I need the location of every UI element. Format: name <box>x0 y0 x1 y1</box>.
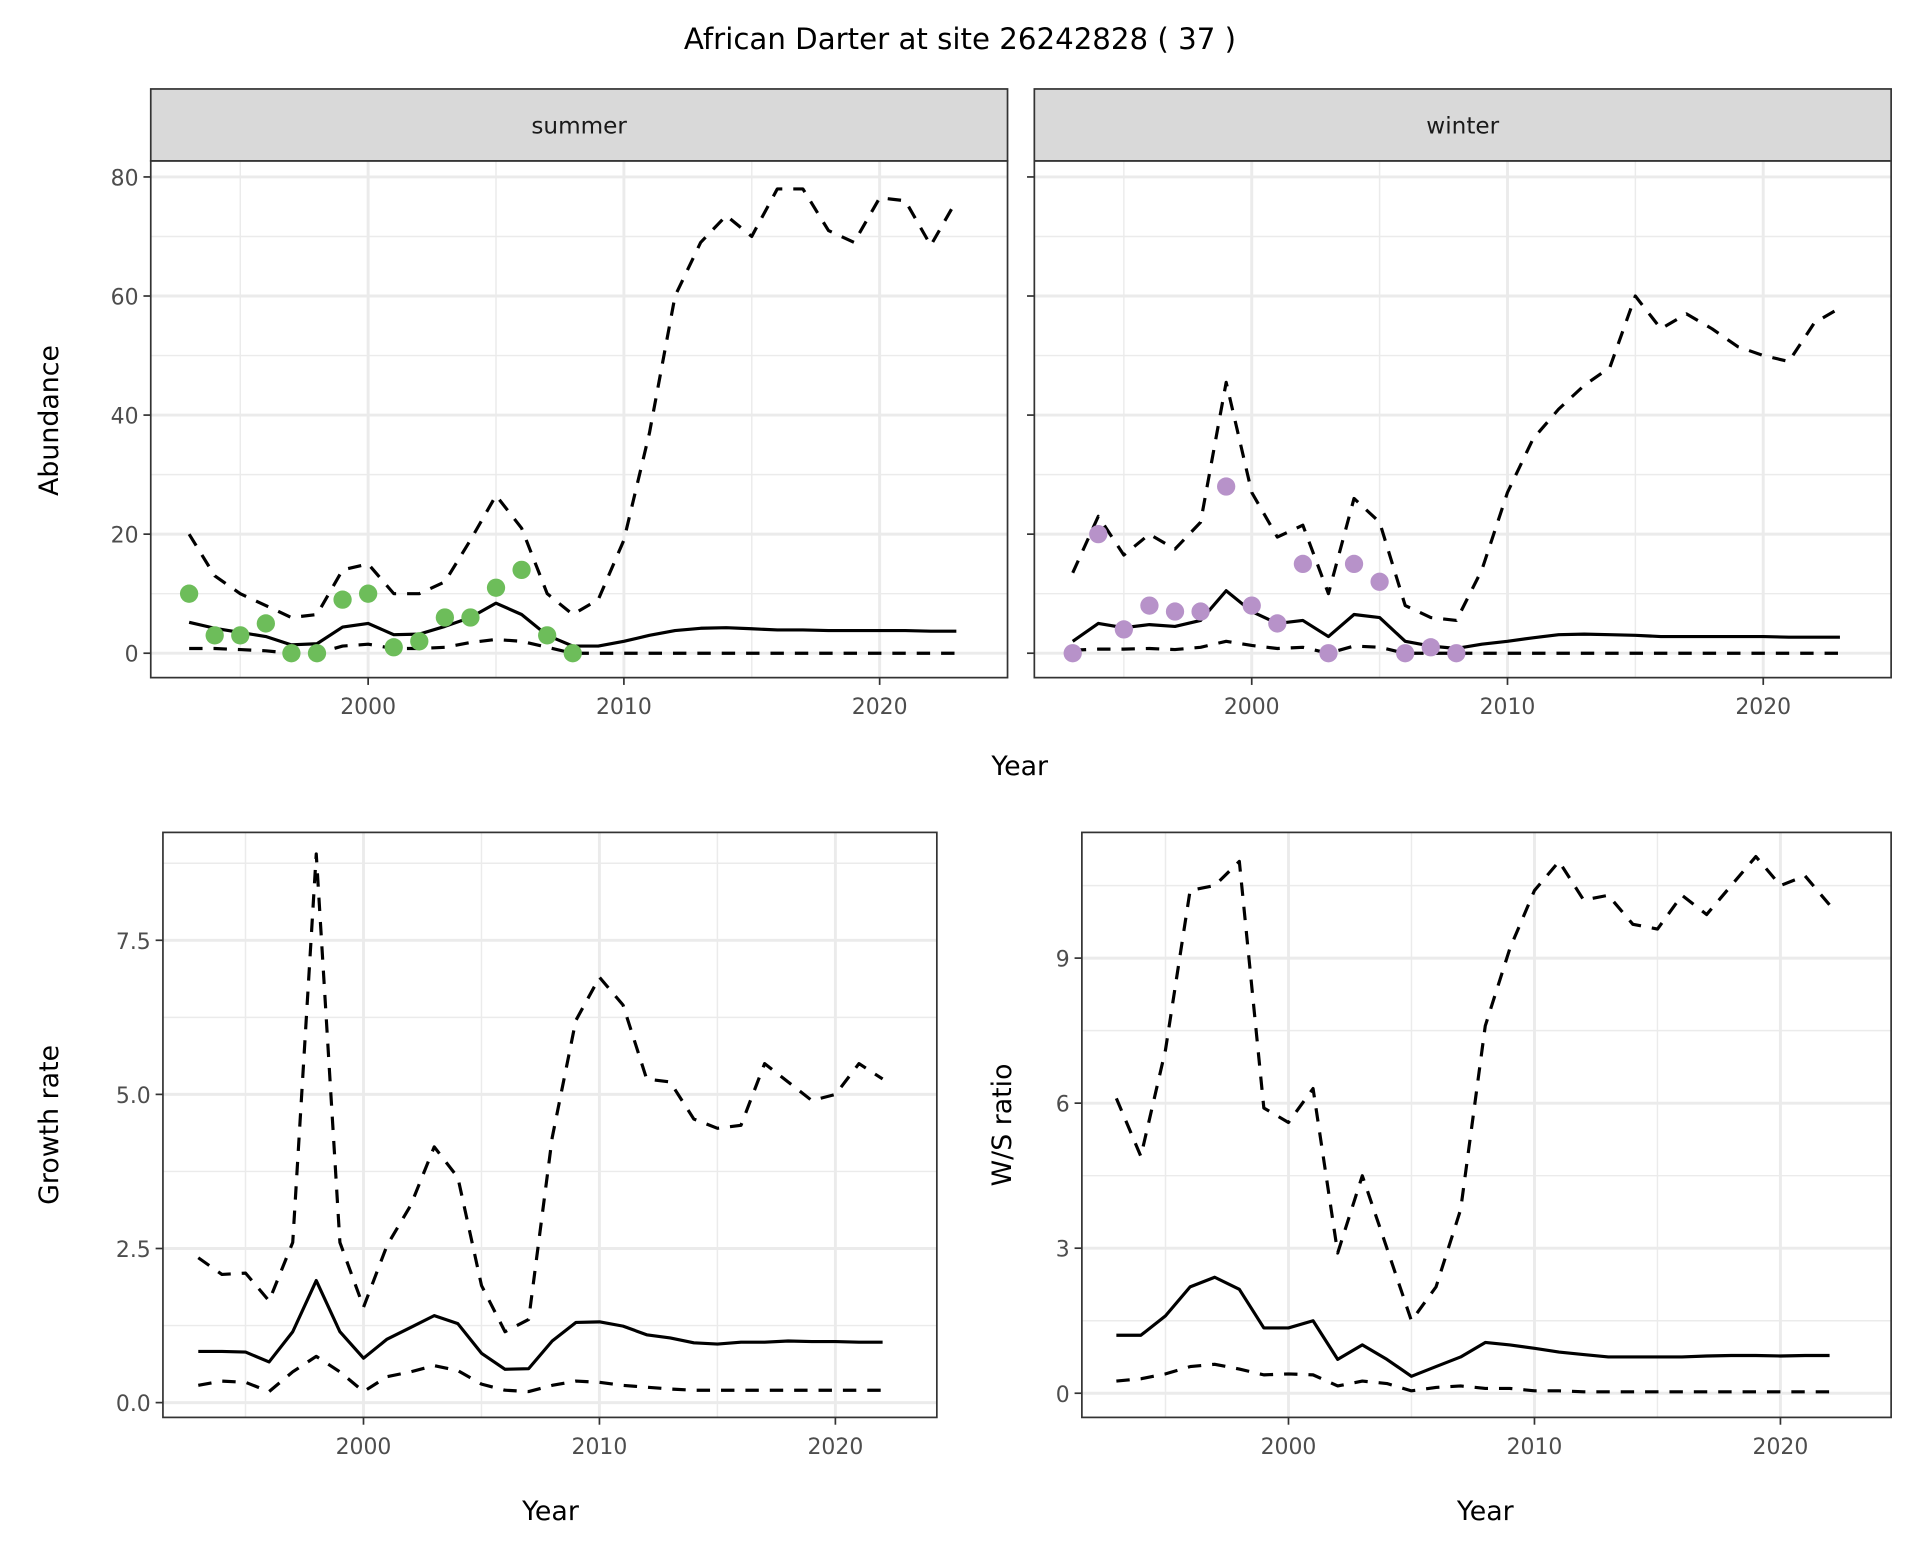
x-tick-label: 2010 <box>1480 695 1536 720</box>
observed-point <box>359 584 378 603</box>
observed-point <box>384 638 403 657</box>
x-axis-label: Year <box>521 1496 580 1527</box>
y-tick-label: 6 <box>1056 1093 1070 1118</box>
x-tick-label: 2020 <box>1735 695 1791 720</box>
upper-bound-line <box>187 187 958 620</box>
y-tick-label: 3 <box>1056 1238 1070 1263</box>
observed-point <box>333 590 352 609</box>
x-tick-label: 2000 <box>336 1435 392 1460</box>
x-tick-label: 2000 <box>1224 695 1280 720</box>
panel-background <box>1034 160 1892 678</box>
y-axis-label: Growth rate <box>34 1045 65 1205</box>
observed-point <box>307 644 327 663</box>
facet-strip <box>149 88 1009 162</box>
observed-point <box>1447 644 1466 663</box>
y-tick-label: 0.0 <box>116 1392 151 1417</box>
observed-point <box>1242 596 1261 615</box>
y-axis-label: W/S ratio <box>987 1063 1018 1186</box>
facet-strip <box>1033 88 1892 162</box>
panel-border <box>162 831 938 1419</box>
panel-border <box>1081 831 1892 1419</box>
observed-point <box>435 608 455 627</box>
facet-strip-label: winter <box>1426 113 1499 139</box>
observed-point <box>1396 644 1415 663</box>
y-tick-label: 80 <box>111 166 139 191</box>
observed-point <box>1140 596 1159 615</box>
x-tick-label: 2020 <box>807 1435 863 1460</box>
panel-winter: winter 2000 2010 2020 <box>1027 88 1892 720</box>
observed-point <box>410 632 429 651</box>
upper-bound-line <box>1114 854 1831 1323</box>
observed-point <box>179 584 199 603</box>
observed-point <box>486 578 506 597</box>
y-tick-label: 0 <box>125 643 139 668</box>
lower-bound-line <box>197 1354 883 1394</box>
x-tick-label: 2000 <box>1261 1435 1317 1460</box>
top-x-axis-label: Year <box>990 751 1049 782</box>
x-tick-label: 2020 <box>852 695 908 720</box>
upper-bound-line <box>197 852 884 1334</box>
chart-title: African Darter at site 26242828 ( 37 ) <box>684 22 1236 56</box>
observed-point <box>205 626 224 645</box>
observed-point <box>1114 620 1133 639</box>
observed-point <box>1268 614 1287 633</box>
observed-point <box>1217 477 1236 496</box>
observed-point <box>231 626 250 645</box>
observed-point <box>1191 602 1210 621</box>
x-tick-label: 2020 <box>1753 1435 1809 1460</box>
y-tick-label: 7.5 <box>116 930 151 955</box>
x-tick-label: 2010 <box>1507 1435 1563 1460</box>
panel-background <box>150 160 1008 678</box>
panel-growth: 2000 2010 2020 0.0 2.5 5.0 7.5 Growth rate Year <box>34 831 938 1527</box>
panel-background <box>162 832 937 1418</box>
y-tick-label: 2.5 <box>116 1238 151 1263</box>
observed-point <box>1344 554 1364 574</box>
observed-point <box>1089 525 1108 544</box>
observed-point <box>1165 602 1185 621</box>
panel-background <box>1081 832 1892 1418</box>
observed-point <box>282 644 301 663</box>
y-tick-label: 5.0 <box>116 1084 151 1109</box>
observed-point <box>563 644 582 663</box>
lower-bound-line <box>1072 639 1840 655</box>
observed-point <box>461 608 480 627</box>
upper-bound-line <box>1071 294 1841 623</box>
observed-point <box>1370 572 1389 591</box>
observed-point <box>1319 644 1338 663</box>
panel-summer: summer 2000 2010 2020 0 20 40 60 80 <box>111 88 1009 720</box>
observed-point <box>1293 554 1313 574</box>
facet-strip-label: summer <box>531 113 627 139</box>
observed-point <box>512 560 531 580</box>
observed-point <box>1421 638 1440 657</box>
median-line <box>1116 1275 1830 1378</box>
y-tick-label: 60 <box>111 286 139 311</box>
y-tick-label: 20 <box>111 524 139 549</box>
top-y-axis-label: Abundance <box>34 345 65 496</box>
observed-point <box>1063 644 1082 663</box>
x-tick-label: 2000 <box>340 695 396 720</box>
observed-point <box>256 614 275 633</box>
y-tick-label: 9 <box>1056 948 1070 973</box>
y-tick-label: 40 <box>111 405 139 430</box>
x-tick-label: 2010 <box>572 1435 628 1460</box>
y-tick-label: 0 <box>1056 1383 1070 1408</box>
x-tick-label: 2010 <box>596 695 652 720</box>
x-axis-label: Year <box>1456 1496 1515 1527</box>
panel-ratio: 2000 2010 2020 0 3 6 9 W/S ratio Year <box>987 831 1892 1527</box>
observed-point <box>538 626 557 645</box>
median-line <box>198 1278 883 1371</box>
